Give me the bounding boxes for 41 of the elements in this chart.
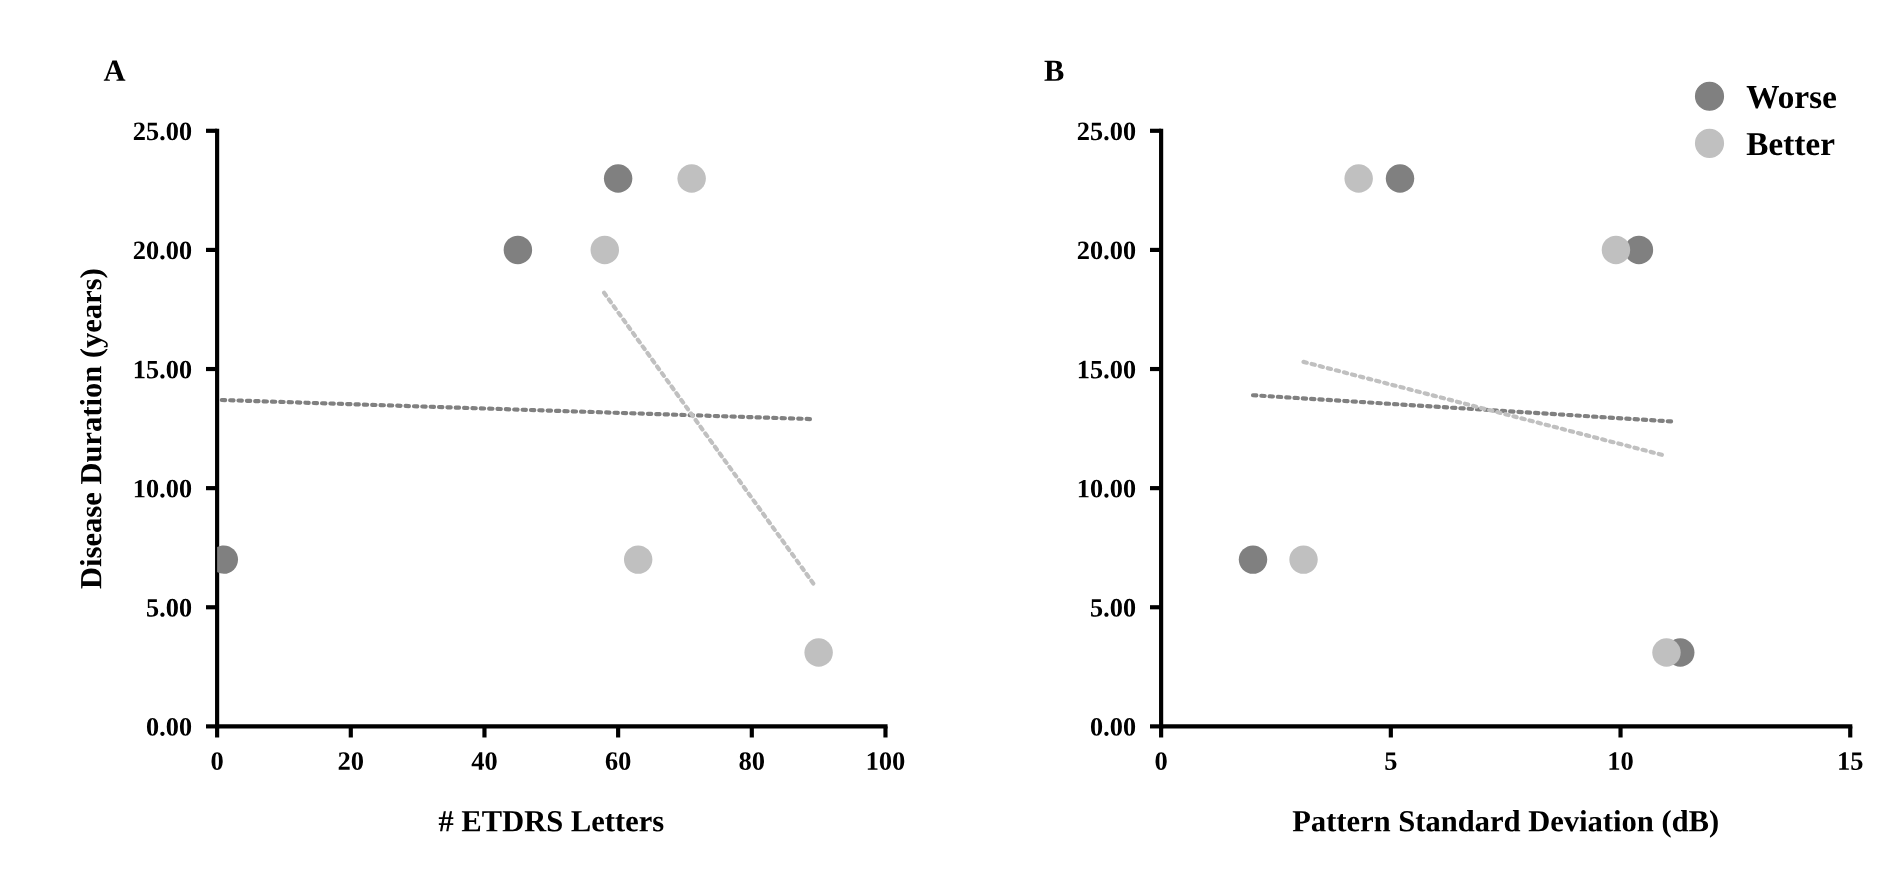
y-tick-label: 0.00 [1090,717,1136,736]
y-tick-label: 10.00 [134,479,192,498]
y-tick-label: 15.00 [134,360,192,379]
x-tick-label: 80 [739,752,764,770]
x-tick-label: 15 [1839,752,1863,770]
chart-title: A [103,60,126,81]
point [1652,638,1681,667]
x-tick-label: 0 [1155,752,1167,770]
y-tick-label: 0.00 [146,717,192,736]
legend-label: Worse [1746,86,1837,109]
x-tick-label: 40 [471,752,497,770]
point [1601,235,1631,265]
x-axis-title: # ETDRS Letters [438,811,664,832]
point [1344,164,1373,193]
y-tick-label: 25.00 [133,122,192,141]
point [804,638,833,667]
y-tick-label: 20.00 [1077,241,1136,260]
y-axis-title: Disease Duration (years) [79,269,108,589]
point [623,545,653,574]
y-tick-label: 10.00 [1078,479,1136,498]
point [677,164,706,193]
x-axis-title: Pattern Standard Deviation (dB) [1292,810,1718,838]
x-tick-label: 100 [867,752,905,770]
point [603,164,633,193]
x-tick-label: 0 [211,752,223,770]
point [590,235,619,265]
x-tick-label: 10 [1609,752,1633,770]
point [1289,545,1318,574]
chart-title: B [1044,60,1064,81]
x-tick-label: 60 [605,752,631,770]
point [503,235,533,265]
y-tick-label: 20.00 [133,241,192,260]
point [1238,545,1268,574]
x-tick-label: 20 [338,752,363,770]
y-tick-label: 5.00 [147,598,192,617]
legend-label: Better [1746,133,1835,156]
x-tick-label: 5 [1385,752,1397,770]
point [1385,164,1415,193]
y-tick-label: 15.00 [1078,360,1136,379]
y-tick-label: 25.00 [1077,122,1136,141]
y-tick-label: 5.00 [1090,598,1136,617]
